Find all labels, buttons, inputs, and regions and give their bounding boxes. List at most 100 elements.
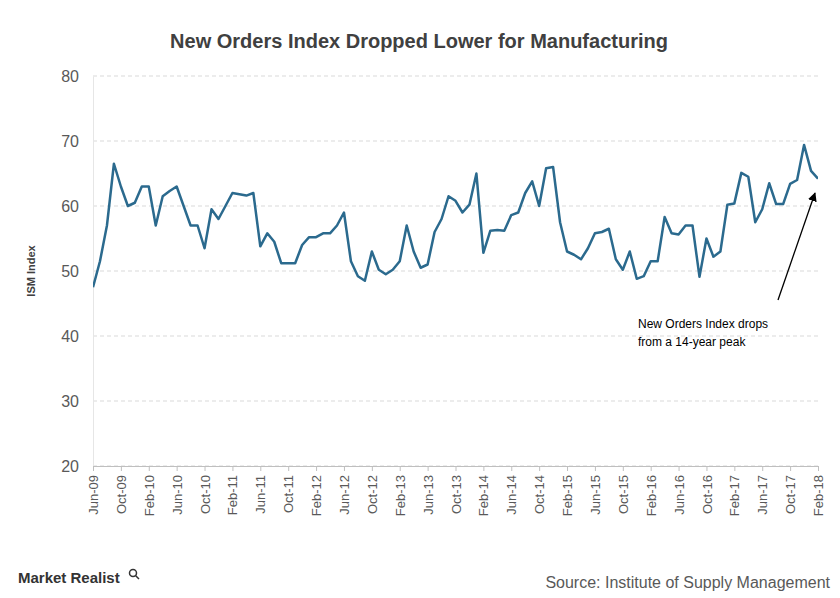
x-tick: Oct-15 [616, 466, 631, 514]
x-tick-label: Oct-16 [700, 475, 715, 514]
y-tick-label: 20 [61, 458, 79, 475]
x-tick-label: Feb-11 [225, 475, 240, 515]
x-tick-label: Oct-12 [365, 475, 380, 514]
x-tick: Jun-17 [755, 466, 770, 515]
x-tick: Feb-14 [476, 466, 491, 516]
x-tick: Feb-12 [309, 466, 324, 516]
x-tick-mark [539, 466, 540, 471]
annotation-text: from a 14-year peak [638, 335, 746, 349]
x-tick-mark [288, 466, 289, 471]
x-tick: Feb-15 [560, 466, 575, 516]
x-tick: Jun-14 [504, 466, 519, 515]
annotation-text: New Orders Index drops [638, 317, 768, 331]
x-tick-label: Jun-15 [588, 475, 603, 515]
x-tick: Jun-10 [170, 466, 185, 515]
x-tick: Oct-14 [532, 466, 547, 514]
x-tick-label: Oct-15 [616, 475, 631, 514]
annotation: New Orders Index drops from a 14-year pea… [638, 193, 815, 349]
x-tick: Oct-12 [365, 466, 380, 514]
x-tick-label: Jun-14 [504, 475, 519, 515]
y-axis-line [93, 77, 94, 467]
x-tick-mark [260, 466, 261, 471]
x-tick: Oct-11 [281, 466, 296, 513]
brand-text: Market Realist [18, 569, 120, 586]
x-tick-mark [428, 466, 429, 471]
x-tick-label: Jun-17 [755, 475, 770, 515]
x-tick-mark [456, 466, 457, 471]
annotation-arrow [778, 193, 815, 300]
x-tick: Oct-13 [449, 466, 464, 514]
plot [93, 145, 818, 287]
grid-line [93, 206, 818, 207]
y-tick: 40 [61, 328, 93, 345]
series-line [93, 145, 818, 287]
x-tick-label: Jun-09 [86, 475, 101, 515]
x-tick-label: Oct-11 [281, 475, 296, 513]
grid-line [93, 271, 818, 272]
x-tick-label: Oct-10 [198, 475, 213, 514]
x-tick-mark [372, 466, 373, 471]
x-tick-mark [623, 466, 624, 471]
x-tick-mark [177, 466, 178, 471]
grid-line [93, 401, 818, 402]
y-tick-label: 50 [61, 263, 79, 280]
x-tick-label: Jun-12 [337, 475, 352, 515]
x-tick-label: Feb-18 [811, 475, 826, 516]
x-tick-mark [818, 466, 819, 471]
x-tick-mark [679, 466, 680, 471]
x-tick-mark [511, 466, 512, 471]
x-tick-mark [762, 466, 763, 471]
x-tick: Oct-09 [114, 466, 129, 514]
x-tick-mark [400, 466, 401, 471]
x-tick-label: Feb-16 [644, 475, 659, 516]
x-tick: Feb-13 [393, 466, 408, 516]
y-tick: 70 [61, 133, 93, 150]
x-tick: Jun-16 [672, 466, 687, 515]
x-tick-mark [344, 466, 345, 471]
x-tick-label: Oct-14 [532, 475, 547, 514]
y-tick-label: 60 [61, 198, 79, 215]
x-tick-label: Feb-10 [142, 475, 157, 516]
x-tick: Oct-10 [198, 466, 213, 514]
x-tick-mark [651, 466, 652, 471]
grid [93, 76, 818, 466]
x-tick-label: Oct-09 [114, 475, 129, 514]
chart: New Orders Index Dropped Lower for Manuf… [0, 0, 840, 598]
x-tick-mark [205, 466, 206, 471]
y-tick: 30 [61, 393, 93, 410]
x-tick-mark [790, 466, 791, 471]
x-tick-label: Oct-13 [449, 475, 464, 514]
x-tick: Feb-10 [142, 466, 157, 516]
y-tick: 50 [61, 263, 93, 280]
x-tick-mark [483, 466, 484, 471]
brand-icon [136, 576, 140, 580]
x-tick: Feb-18 [811, 466, 826, 516]
x-tick-label: Jun-16 [672, 475, 687, 515]
y-tick-label: 40 [61, 328, 79, 345]
x-tick-mark [316, 466, 317, 471]
x-tick-mark [232, 466, 233, 471]
x-tick-label: Feb-15 [560, 475, 575, 516]
grid-line [93, 76, 818, 77]
x-tick-label: Oct-17 [783, 475, 798, 514]
y-tick-label: 30 [61, 393, 79, 410]
x-tick-mark [149, 466, 150, 471]
x-tick: Feb-16 [644, 466, 659, 516]
x-tick-label: Jun-11 [253, 475, 268, 514]
x-tick: Oct-17 [783, 466, 798, 514]
y-axis: 20304050607080 [61, 68, 93, 475]
x-tick-label: Jun-13 [421, 475, 436, 515]
x-tick: Feb-11 [225, 466, 240, 515]
x-tick: Jun-09 [86, 466, 101, 515]
x-tick: Jun-12 [337, 466, 352, 515]
x-tick-label: Feb-14 [476, 475, 491, 516]
y-tick: 20 [61, 458, 93, 475]
x-tick-label: Feb-12 [309, 475, 324, 516]
x-tick-mark [706, 466, 707, 471]
x-tick-label: Jun-10 [170, 475, 185, 515]
x-tick: Oct-16 [700, 466, 715, 514]
x-tick-mark [595, 466, 596, 471]
x-tick: Jun-15 [588, 466, 603, 515]
brand: Market Realist [18, 569, 139, 586]
y-tick: 60 [61, 198, 93, 215]
